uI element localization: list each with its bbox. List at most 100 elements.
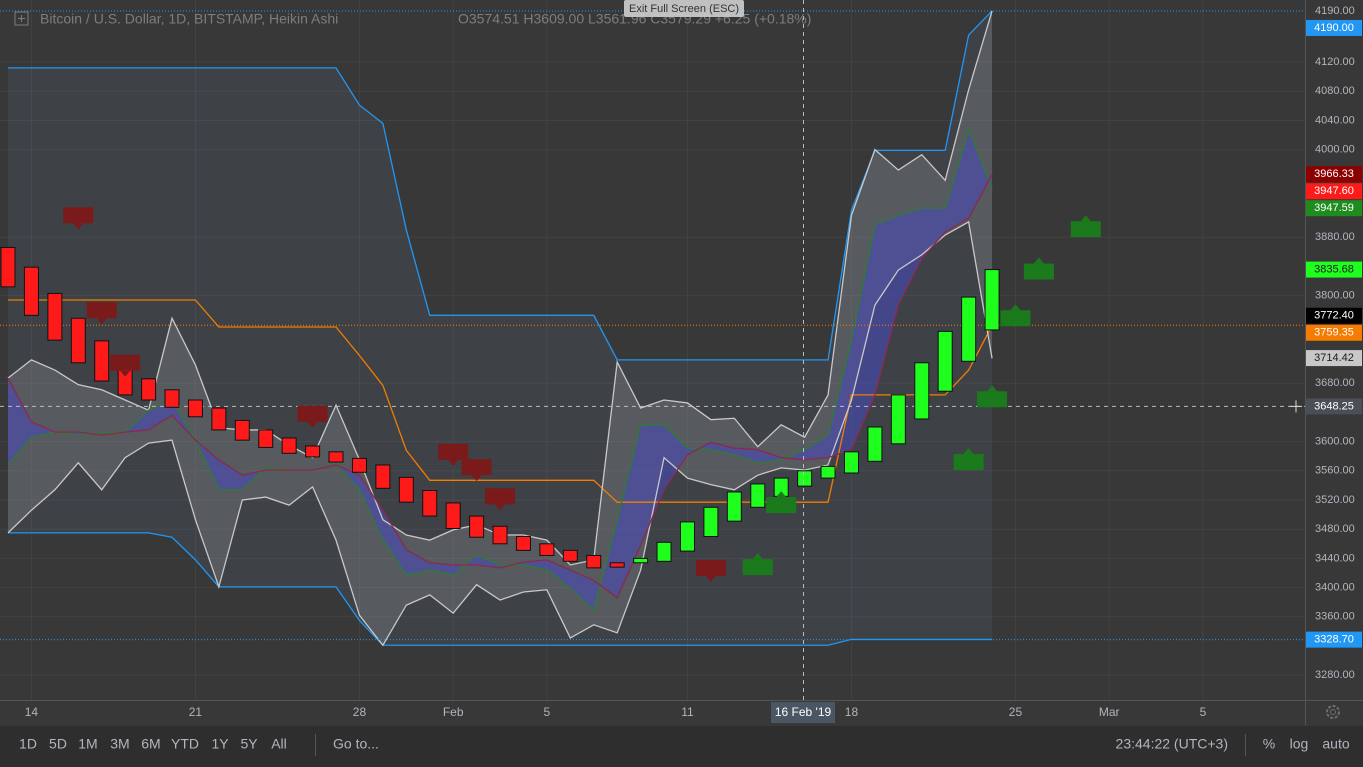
x-tick-label: 11: [681, 705, 694, 719]
buy-marker: [766, 491, 797, 514]
indicator-line: [8, 10, 993, 361]
candle-up: [797, 470, 813, 487]
marker-arrow: [963, 448, 974, 455]
buy-marker: [1000, 304, 1031, 327]
crosshair-badge: 3648.25: [1306, 398, 1362, 415]
badge-label: 3714.42: [1314, 352, 1354, 364]
marker-box: [1023, 263, 1054, 280]
y-tick-label: 4000.00: [1315, 144, 1355, 156]
candle-down: [562, 549, 578, 562]
range-button[interactable]: 5D: [49, 736, 67, 752]
marker-arrow: [776, 491, 787, 498]
candle-up: [937, 330, 953, 392]
badge-label: 3835.68: [1314, 263, 1354, 275]
scale-option[interactable]: %: [1263, 736, 1275, 752]
marker-arrow: [752, 553, 763, 560]
marker-arrow: [1080, 215, 1091, 222]
badge-label: 4190.00: [1314, 22, 1354, 34]
badge-label: 3648.25: [1314, 400, 1354, 412]
range-button[interactable]: 1Y: [211, 736, 229, 752]
range-button[interactable]: 1D: [19, 736, 37, 752]
range-button[interactable]: YTD: [171, 736, 199, 752]
candle-down: [351, 457, 367, 473]
candle-up: [890, 394, 906, 445]
candle-down: [492, 525, 508, 545]
y-tick-label: 3480.00: [1315, 523, 1355, 535]
marker-box: [86, 302, 117, 319]
bottom-toolbar: Go to... 23:44:22 (UTC+3) 1D 5D 1M 3M 6M YTD 1…: [0, 726, 1363, 767]
candle-down: [398, 476, 414, 503]
scale-option[interactable]: log: [1290, 736, 1309, 752]
candle-down: [305, 445, 321, 458]
marker-box: [297, 405, 328, 422]
sell-marker: [63, 207, 94, 230]
marker-box: [742, 559, 773, 576]
badge-label: 3772.40: [1314, 310, 1354, 322]
candle-down: [375, 464, 391, 489]
collapse-icon[interactable]: [14, 11, 29, 26]
tooltip-box: [624, 0, 744, 17]
scale-option[interactable]: auto: [1322, 736, 1349, 752]
badge-box: [1306, 183, 1362, 200]
y-tick-label: 3880.00: [1315, 231, 1355, 243]
buy-marker: [1023, 257, 1054, 280]
price-badge: 3835.68: [1306, 261, 1362, 278]
marker-box: [110, 354, 141, 371]
candle-up: [656, 541, 672, 562]
x-tick-label: Mar: [1099, 705, 1120, 719]
sell-marker: [110, 354, 141, 377]
candle-down: [23, 266, 39, 316]
y-tick-label: 3600.00: [1315, 436, 1355, 448]
candle-up: [750, 483, 766, 508]
candle-down: [445, 502, 461, 529]
x-tick-label: 14: [25, 705, 39, 719]
candle-down: [211, 407, 227, 431]
plot-area: [0, 10, 1305, 647]
candle-down: [187, 399, 203, 418]
range-button[interactable]: 1M: [78, 736, 97, 752]
badge-label: 3947.59: [1314, 202, 1354, 214]
candle-down: [586, 554, 602, 569]
candle-down: [469, 515, 485, 538]
badge-label: 3759.35: [1314, 327, 1354, 339]
x-tick-label: 21: [189, 705, 203, 719]
x-tick-label: 28: [353, 705, 367, 719]
candle-up: [726, 491, 742, 522]
x-tick-label: 5: [1200, 705, 1207, 719]
badge-label: 3947.60: [1314, 185, 1354, 197]
y-tick-label: 4040.00: [1315, 114, 1355, 126]
range-button[interactable]: 3M: [110, 736, 129, 752]
settings-icon[interactable]: [1326, 705, 1340, 719]
indicator-line: [7, 174, 993, 599]
price-badge: 3759.35: [1306, 324, 1362, 341]
x-tick-label: 25: [1009, 705, 1023, 719]
marker-box: [977, 391, 1008, 408]
buy-marker: [977, 385, 1008, 408]
y-tick-label: 3400.00: [1315, 581, 1355, 593]
candle-down: [164, 389, 180, 408]
badge-box: [1306, 166, 1362, 183]
top-line-label: 4190.00: [1315, 5, 1355, 17]
y-tick-label: 3520.00: [1315, 494, 1355, 506]
price-badge: 3772.40: [1306, 307, 1362, 324]
y-tick-label: 3440.00: [1315, 552, 1355, 564]
range-button[interactable]: All: [271, 736, 287, 752]
candle-up: [820, 465, 836, 479]
marker-box: [1070, 221, 1101, 238]
marker-arrow: [73, 223, 84, 230]
marker-arrow: [448, 459, 459, 466]
gear-inner: [1330, 709, 1336, 715]
buy-marker: [742, 553, 773, 576]
candle-up: [984, 269, 1000, 331]
clock: 23:44:22 (UTC+3): [1116, 736, 1228, 752]
badge-box: [1306, 19, 1362, 36]
candle-down: [94, 340, 110, 382]
goto-button[interactable]: Go to...: [333, 736, 379, 752]
y-tick-label: 4080.00: [1315, 85, 1355, 97]
range-button[interactable]: 5Y: [240, 736, 258, 752]
marker-box: [695, 559, 726, 576]
candle-up: [914, 362, 930, 420]
range-button[interactable]: 6M: [141, 736, 160, 752]
band-fill: [8, 10, 993, 646]
candle-down: [47, 292, 63, 341]
